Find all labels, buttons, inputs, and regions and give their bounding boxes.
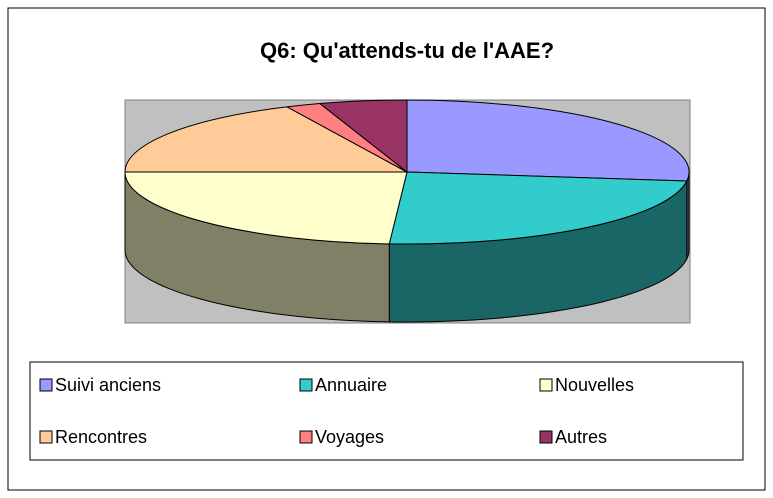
legend-swatch [299,430,313,444]
slice [124,171,408,245]
legend-swatch [39,378,53,392]
legend-swatch [299,378,313,392]
legend-label: Autres [555,427,607,447]
legend-swatch [539,430,553,444]
legend-swatch [539,378,553,392]
legend-box [29,361,744,461]
legend-label: Voyages [315,427,384,447]
slice [318,99,408,174]
legend-label: Suivi anciens [55,375,161,395]
legend-label: Nouvelles [555,375,634,395]
slice [388,171,688,245]
slice [406,99,690,182]
legend-swatch [39,430,53,444]
legend-label: Rencontres [55,427,147,447]
slice [124,106,408,173]
legend-label: Annuaire [315,375,387,395]
chart-title: Q6: Qu'attends-tu de l'AAE? [260,38,554,63]
